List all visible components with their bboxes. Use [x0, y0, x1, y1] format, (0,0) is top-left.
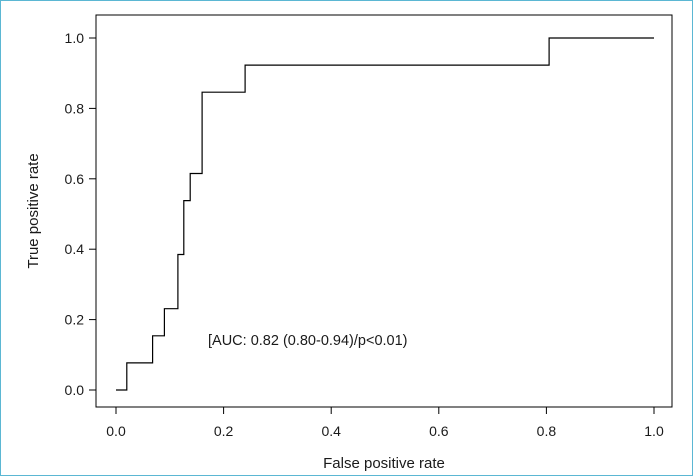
y-tick-label: 0.6 [65, 171, 85, 187]
x-tick-label: 0.4 [321, 423, 341, 439]
x-tick-label: 0.8 [537, 423, 557, 439]
y-tick-label: 0.0 [65, 382, 85, 398]
x-tick-label: 0.0 [106, 423, 126, 439]
roc-curve [116, 37, 654, 391]
y-tick-label: 0.2 [65, 312, 85, 328]
y-tick-label: 0.8 [65, 100, 85, 116]
y-axis-label: True positive rate [25, 153, 42, 268]
auc-annotation: [AUC: 0.82 (0.80-0.94)/p<0.01) [208, 333, 408, 349]
y-tick-label: 0.4 [65, 241, 85, 257]
x-tick-label: 1.0 [644, 423, 664, 439]
y-axis: 0.0 0.2 0.4 0.6 0.8 1.0 [65, 30, 96, 398]
x-axis: 0.0 0.2 0.4 0.6 0.8 1.0 [106, 407, 664, 439]
plot-area-border [95, 14, 673, 408]
x-tick-label: 0.6 [429, 423, 449, 439]
x-tick-label: 0.2 [214, 423, 234, 439]
x-axis-label: False positive rate [323, 455, 445, 472]
y-tick-label: 1.0 [65, 30, 85, 46]
